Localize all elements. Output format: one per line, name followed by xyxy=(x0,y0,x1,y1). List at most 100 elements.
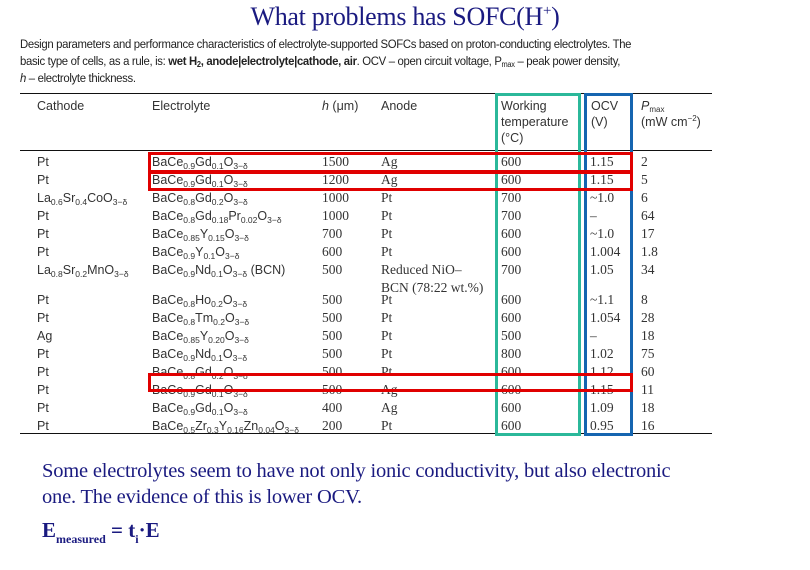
cell-temp: 700 xyxy=(501,262,522,277)
table-row: Ag BaCe0.85Y0.20O3−δ 500 Pt 500 – 18 xyxy=(0,327,810,345)
cell-cathode: Pt xyxy=(37,227,49,241)
header-thickness: h (μm) xyxy=(322,98,358,114)
slide-title: What problems has SOFC(H+) xyxy=(0,1,810,33)
cell-anode: Pt xyxy=(381,292,393,307)
cell-temp: 600 xyxy=(501,244,522,259)
table-row: Pt BaCe0.8Gd0.2O3−δ 500 Pt 600 1.12 60 xyxy=(0,363,810,381)
table-row: Pt BaCe0.9Gd0.1O3−δ 1200 Ag 600 1.15 5 xyxy=(0,171,810,189)
cell-h: 600 xyxy=(322,244,343,259)
cell-anode: Pt xyxy=(381,190,393,205)
header-pmax-p: P xyxy=(641,99,650,113)
cell-h: 700 xyxy=(322,226,343,241)
cell-pmax: 8 xyxy=(641,292,648,307)
cell-anode: Ag xyxy=(381,382,398,397)
explanation-paragraph: Some electrolytes seem to have not only … xyxy=(42,458,810,510)
cell-pmax: 18 xyxy=(641,328,655,343)
title-superscript: + xyxy=(542,3,552,19)
cell-electrolyte: BaCe0.9Gd0.1O3−δ xyxy=(152,173,248,189)
cell-anode: Pt xyxy=(381,346,393,361)
header-ocv-line: (V) xyxy=(591,115,608,129)
cell-h: 400 xyxy=(322,400,343,415)
header-electrolyte: Electrolyte xyxy=(152,99,211,113)
cell-ocv: 1.15 xyxy=(590,172,614,187)
formula: Emeasured = ti·E xyxy=(42,516,160,546)
cell-cathode: Pt xyxy=(37,365,49,379)
cell-cathode: Pt xyxy=(37,419,49,433)
header-working-temperature: Working temperature (°C) xyxy=(501,98,568,146)
cell-ocv: 1.09 xyxy=(590,400,614,415)
caption-line-3: h – electrolyte thickness. xyxy=(20,70,745,87)
caption-text: – peak power density, xyxy=(514,54,621,68)
cell-anode: Pt xyxy=(381,364,393,379)
formula-e: E xyxy=(42,518,57,542)
caption-text: – electrolyte thickness. xyxy=(25,71,136,85)
cell-pmax: 1.8 xyxy=(641,244,658,259)
cell-cathode: Pt xyxy=(37,209,49,223)
cell-electrolyte: BaCe0.9Nd0.1O3−δ (BCN) xyxy=(152,263,286,279)
title-text: What problems has SOFC(H xyxy=(250,2,543,31)
table-header-rule xyxy=(20,150,712,151)
cell-anode: Ag xyxy=(381,154,398,169)
cell-cathode: La0.8Sr0.2MnO3−δ xyxy=(37,263,129,279)
table-row: Pt BaCe0.85Y0.15O3−δ 700 Pt 600 ~1.0 17 xyxy=(0,225,810,243)
cell-cathode: Pt xyxy=(37,383,49,397)
header-pmax-line: Pmax xyxy=(641,98,701,114)
table-row: Pt BaCe0.9Y0.1O3−δ 600 Pt 600 1.004 1.8 xyxy=(0,243,810,261)
header-temp-line: Working xyxy=(501,99,547,113)
cell-electrolyte: BaCe0.9Gd0.1O3−δ xyxy=(152,383,248,399)
unit-sup: −2 xyxy=(687,114,697,123)
unit-text: (mW cm xyxy=(641,115,688,129)
cell-anode: Pt xyxy=(381,418,393,433)
table-caption: Design parameters and performance charac… xyxy=(20,36,745,87)
cell-cathode: Pt xyxy=(37,347,49,361)
caption-sub: 2 xyxy=(196,60,201,69)
caption-bold-text: , anode|electrolyte|cathode, air xyxy=(200,54,357,68)
cell-pmax: 2 xyxy=(641,154,648,169)
table-row: La0.8Sr0.2MnO3−δ BaCe0.9Nd0.1O3−δ (BCN) 50… xyxy=(0,261,810,295)
cell-temp: 700 xyxy=(501,190,522,205)
cell-temp: 600 xyxy=(501,226,522,241)
cell-temp: 600 xyxy=(501,154,522,169)
explanation-line-2: one. The evidence of this is lower OCV. xyxy=(42,486,362,508)
cell-ocv: ~1.0 xyxy=(590,190,615,205)
cell-temp: 600 xyxy=(501,418,522,433)
header-pmax: Pmax (mW cm−2) xyxy=(641,98,701,130)
cell-anode: Pt xyxy=(381,208,393,223)
cell-cathode: Pt xyxy=(37,173,49,187)
cell-h: 500 xyxy=(322,262,343,277)
table-row: Pt BaCe0.9Nd0.1O3−δ 500 Pt 800 1.02 75 xyxy=(0,345,810,363)
cell-cathode: Pt xyxy=(37,155,49,169)
table-row: La0.6Sr0.4CoO3−δ BaCe0.8Gd0.2O3−δ 1000 Pt 70… xyxy=(0,189,810,207)
header-pmax-sub: max xyxy=(649,105,665,114)
cell-electrolyte: BaCe0.9Gd0.1O3−δ xyxy=(152,401,248,417)
cell-anode: Ag xyxy=(381,172,398,187)
cell-ocv: 1.05 xyxy=(590,262,614,277)
cell-electrolyte: BaCe0.9Gd0.1O3−δ xyxy=(152,155,248,171)
cell-electrolyte: BaCe0.8Ho0.2O3−δ xyxy=(152,293,248,309)
cell-cathode: Pt xyxy=(37,311,49,325)
cell-h: 200 xyxy=(322,418,343,433)
cell-ocv: 1.12 xyxy=(590,364,614,379)
table-row: Pt BaCe0.8Ho0.2O3−δ 500 Pt 600 ~1.1 8 xyxy=(0,291,810,309)
cell-pmax: 17 xyxy=(641,226,655,241)
cell-ocv: 1.15 xyxy=(590,154,614,169)
cell-temp: 600 xyxy=(501,172,522,187)
cell-h: 500 xyxy=(322,328,343,343)
cell-h: 500 xyxy=(322,364,343,379)
cell-h: 500 xyxy=(322,292,343,307)
cell-ocv: 1.004 xyxy=(590,244,621,259)
table-row: Pt BaCe0.9Gd0.1O3−δ 500 Ag 600 1.15 11 xyxy=(0,381,810,399)
header-ocv: OCV (V) xyxy=(591,98,618,130)
cell-ocv: 1.054 xyxy=(590,310,621,325)
cell-anode: Ag xyxy=(381,400,398,415)
cell-cathode: Pt xyxy=(37,245,49,259)
cell-pmax: 5 xyxy=(641,172,648,187)
cell-cathode: Ag xyxy=(37,329,53,343)
formula-sub-measured: measured xyxy=(56,532,106,546)
cell-temp: 600 xyxy=(501,364,522,379)
caption-bold: wet H2, anode|electrolyte|cathode, air xyxy=(168,54,357,69)
cell-ocv: – xyxy=(590,208,597,223)
cell-cathode: La0.6Sr0.4CoO3−δ xyxy=(37,191,128,207)
caption-text: . OCV – open circuit voltage, P xyxy=(356,54,502,68)
cell-h: 1500 xyxy=(322,154,349,169)
